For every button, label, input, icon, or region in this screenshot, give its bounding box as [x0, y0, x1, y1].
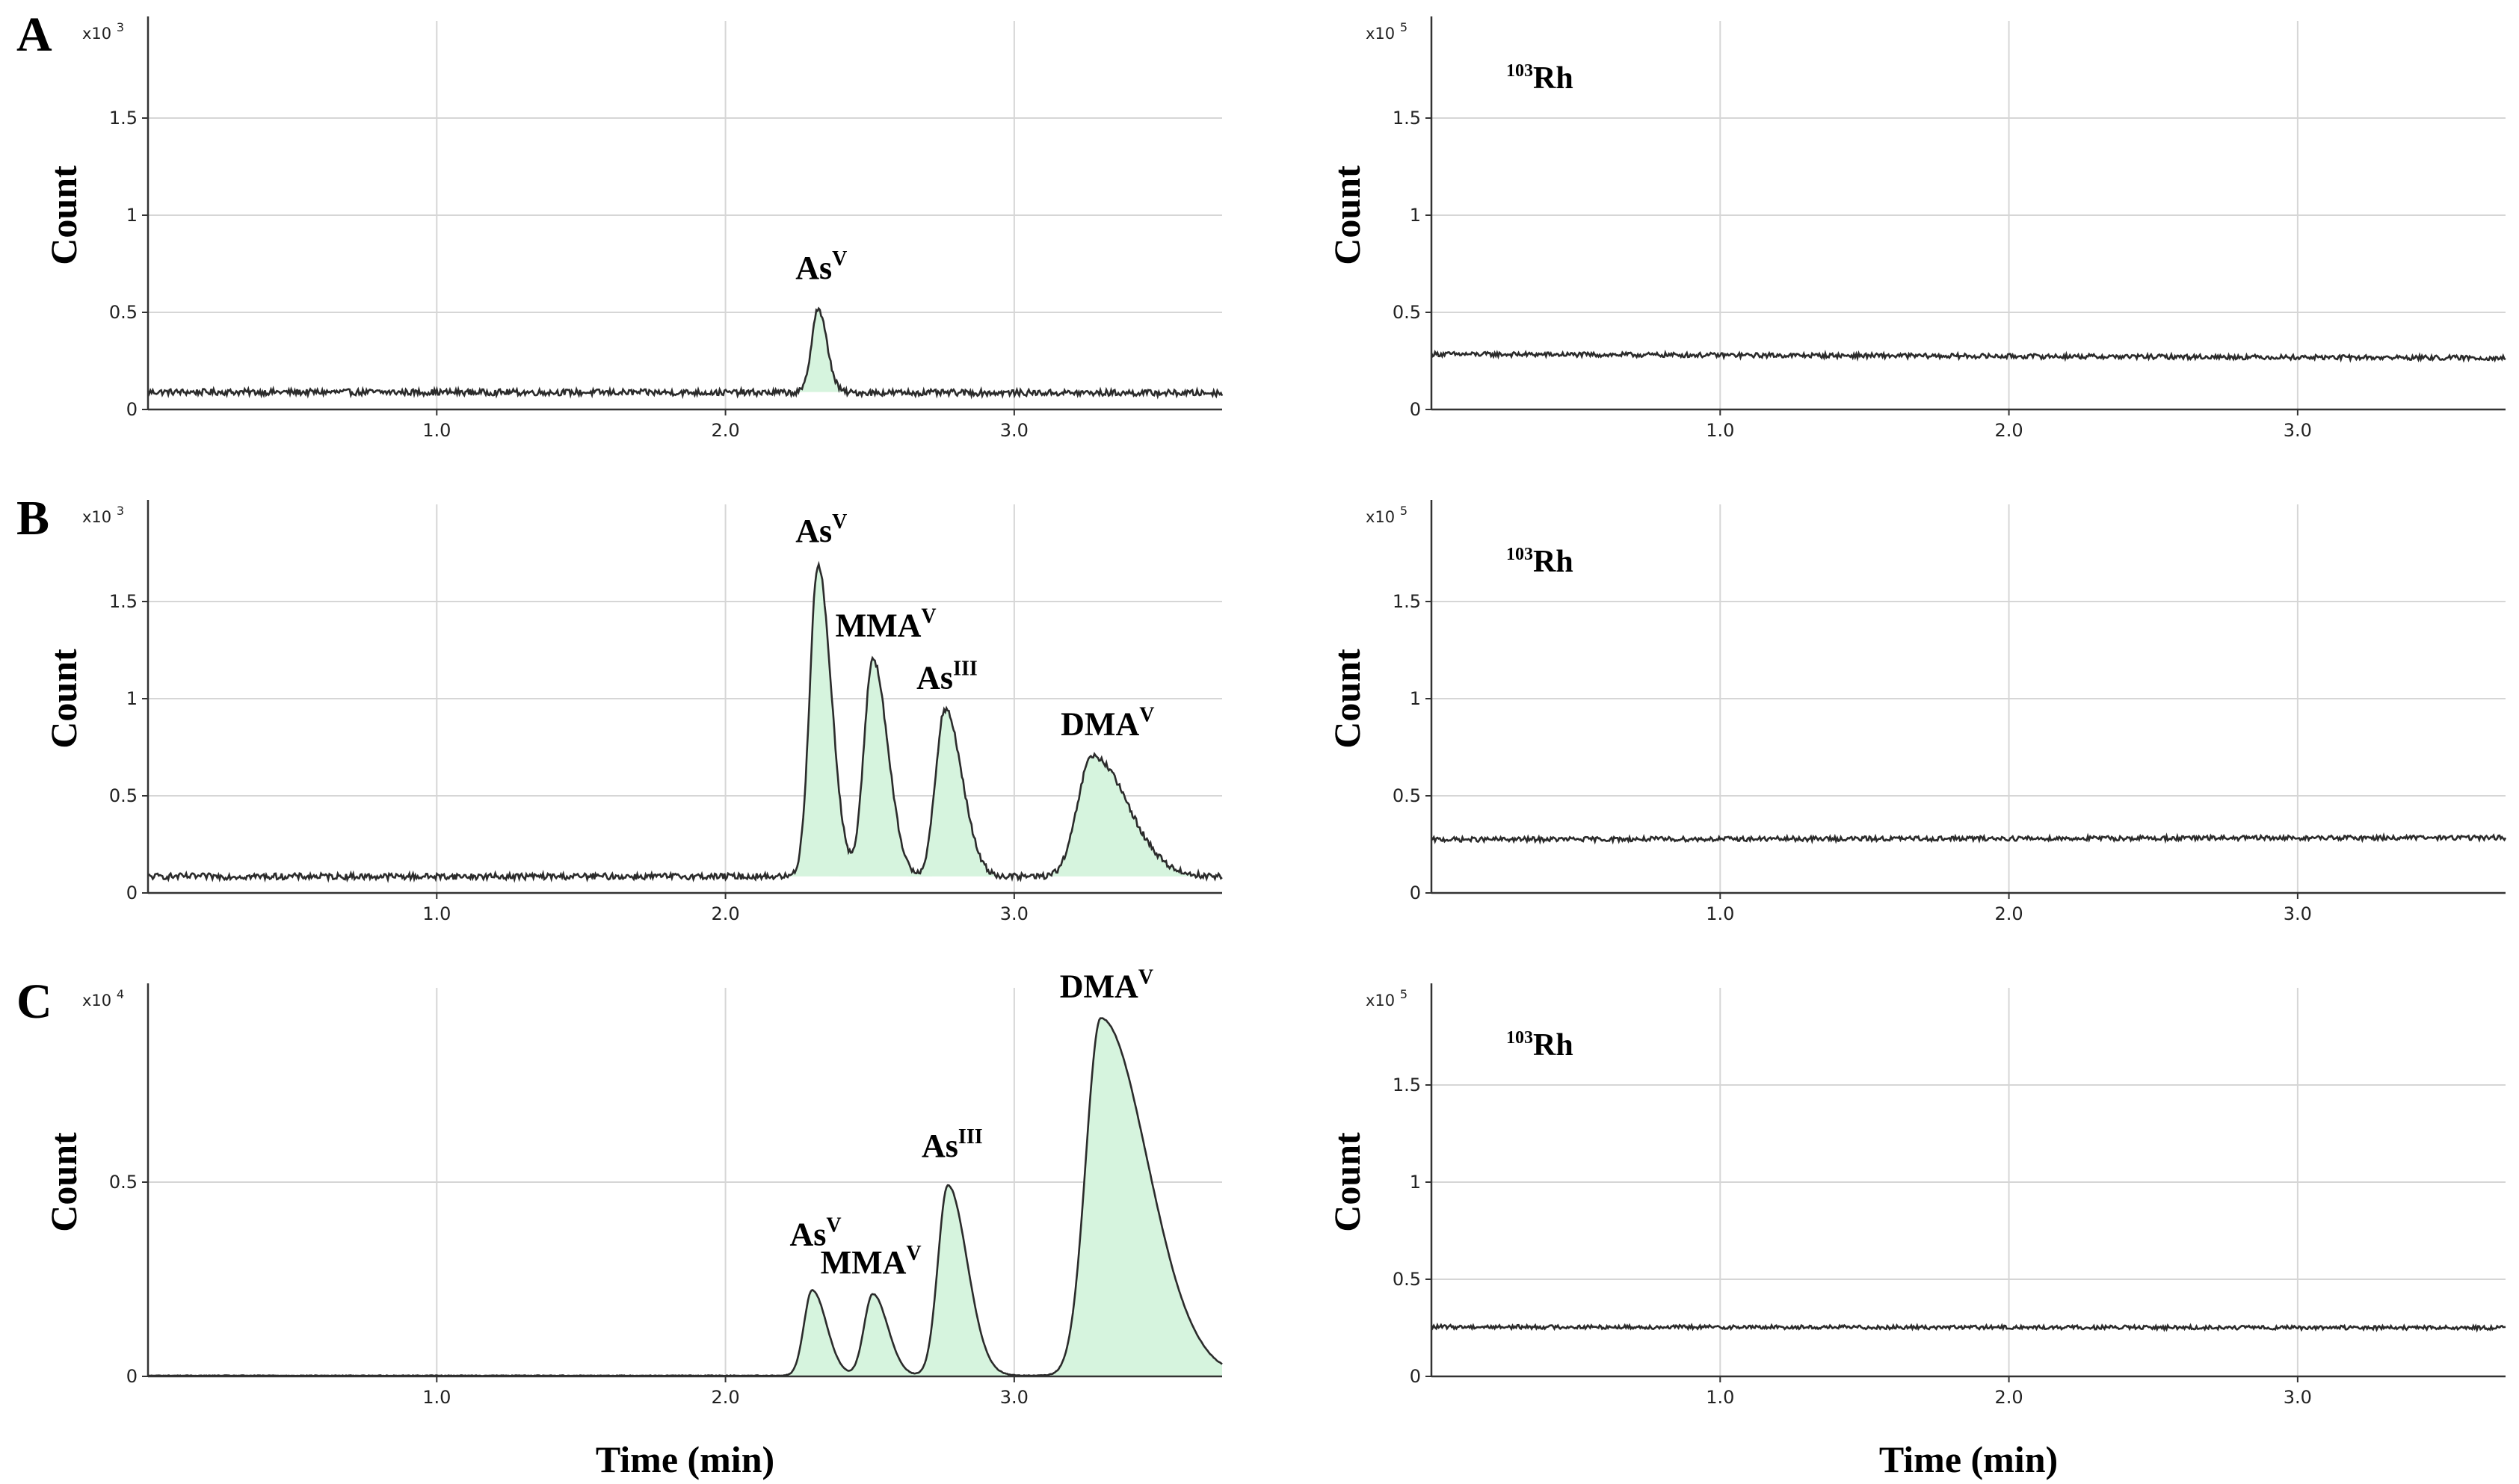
isotope-label: 103Rh	[1506, 545, 1573, 579]
y-tick-label: 1.5	[1393, 1075, 1421, 1095]
x-tick-label: 3.0	[2284, 903, 2312, 924]
x-tick-label: 1.0	[422, 903, 451, 924]
panel-label: B	[16, 491, 49, 545]
y-axis-label: Count	[1326, 649, 1368, 749]
peak-label: AsIII	[922, 1125, 983, 1164]
chart-panel-B-right: 0 0.5 1 1.5 1.0 2.0 3.0 x10 5 Count 103Rh	[1326, 500, 2507, 924]
peak-label: DMAV	[1061, 704, 1154, 743]
y-axis-label: Count	[1326, 1132, 1368, 1232]
y-tick-label: 0.5	[109, 1172, 138, 1193]
chart-panel-C-right: 0 0.5 1 1.5 1.0 2.0 3.0 x10 5 Count Time (min) 103…	[1326, 983, 2506, 1480]
x-tick-label: 1.0	[422, 1387, 451, 1408]
y-tick-label: 0.5	[1393, 785, 1421, 806]
x-tick-label: 3.0	[2284, 420, 2312, 441]
panel-label: C	[16, 974, 52, 1029]
x-tick-label: 3.0	[1000, 903, 1029, 924]
y-tick-label: 1.5	[109, 591, 138, 612]
y-tick-label: 0	[126, 1366, 138, 1387]
y-tick-label: 0	[1410, 399, 1421, 420]
peak-label: AsV	[789, 1214, 841, 1253]
y-tick-label: 1	[126, 205, 138, 226]
y-tick-label: 0.5	[109, 302, 138, 323]
y-tick-label: 0.5	[1393, 1269, 1421, 1290]
y-multiplier: x10 5	[1366, 504, 1408, 526]
chart-panel-A-left: 0 0.5 1 1.5 1.0 2.0 3.0 x10 3 Count A AsV	[16, 7, 1224, 441]
x-tick-label: 2.0	[1994, 420, 2023, 441]
peak-label: MMAV	[821, 1242, 922, 1281]
peak-area	[839, 1293, 932, 1376]
x-tick-label: 2.0	[711, 1387, 739, 1408]
x-tick-label: 3.0	[1000, 1387, 1029, 1408]
x-tick-label: 3.0	[2284, 1387, 2312, 1408]
y-multiplier: x10 4	[82, 987, 124, 1010]
y-multiplier: x10 5	[1366, 987, 1408, 1010]
y-tick-label: 0	[126, 882, 138, 903]
y-axis-label: Count	[43, 1132, 84, 1232]
signal-trace	[147, 306, 1224, 400]
peak-label: DMAV	[1060, 966, 1153, 1005]
y-tick-label: 1	[126, 688, 138, 709]
peak-area	[909, 1185, 1024, 1376]
isotope-label: 103Rh	[1506, 1028, 1573, 1063]
isotope-label: 103Rh	[1506, 61, 1573, 96]
x-tick-label: 3.0	[1000, 420, 1029, 441]
peak-label: AsV	[795, 247, 847, 286]
peak-label: MMAV	[836, 605, 937, 644]
y-multiplier: x10 3	[82, 504, 124, 526]
y-tick-label: 0	[1410, 1366, 1421, 1387]
y-multiplier: x10 3	[82, 20, 124, 43]
y-tick-label: 1	[1410, 688, 1421, 709]
x-tick-label: 1.0	[422, 420, 451, 441]
x-tick-label: 2.0	[711, 903, 739, 924]
peak-label: AsV	[795, 510, 847, 549]
x-tick-label: 2.0	[711, 420, 739, 441]
signal-trace	[147, 1017, 1223, 1377]
panel-label: A	[16, 7, 52, 62]
x-axis-label: Time (min)	[596, 1438, 774, 1480]
peak-label: AsIII	[916, 657, 978, 696]
peak-area	[908, 708, 1012, 877]
signal-trace	[1431, 832, 2507, 845]
peak-area	[839, 658, 932, 877]
x-tick-label: 2.0	[1994, 1387, 2023, 1408]
y-multiplier: x10 5	[1366, 20, 1408, 43]
y-tick-label: 0.5	[109, 785, 138, 806]
signal-trace	[1430, 349, 2506, 363]
y-tick-label: 1	[1410, 205, 1421, 226]
y-tick-label: 1.5	[109, 108, 138, 129]
y-axis-label: Count	[43, 165, 84, 265]
x-tick-label: 1.0	[1706, 903, 1734, 924]
y-tick-label: 0	[126, 399, 138, 420]
y-tick-label: 1.5	[1393, 108, 1421, 129]
y-tick-label: 0	[1410, 882, 1421, 903]
x-tick-label: 2.0	[1994, 903, 2023, 924]
y-tick-label: 1.5	[1393, 591, 1421, 612]
signal-trace	[1430, 1322, 2506, 1333]
y-axis-label: Count	[1326, 165, 1368, 265]
signal-trace	[147, 560, 1223, 883]
peak-area	[786, 564, 870, 877]
x-tick-label: 1.0	[1706, 1387, 1734, 1408]
chart-panel-A-right: 0 0.5 1 1.5 1.0 2.0 3.0 x10 5 Count 103Rh	[1326, 16, 2506, 441]
x-tick-label: 1.0	[1706, 420, 1734, 441]
y-tick-label: 0.5	[1393, 302, 1421, 323]
peak-area	[780, 1290, 869, 1376]
y-tick-label: 1	[1410, 1172, 1421, 1193]
chart-panel-B-left: 0 0.5 1 1.5 1.0 2.0 3.0 x10 3 Count B AsV MMAV AsIII…	[16, 491, 1223, 924]
x-axis-label: Time (min)	[1879, 1438, 2058, 1480]
y-axis-label: Count	[43, 649, 84, 749]
chart-panel-C-left: 0 0.5 1.0 2.0 3.0 x10 4 Count Time (min) C AsVMMA…	[16, 966, 1223, 1480]
peak-area	[1041, 1018, 1222, 1376]
